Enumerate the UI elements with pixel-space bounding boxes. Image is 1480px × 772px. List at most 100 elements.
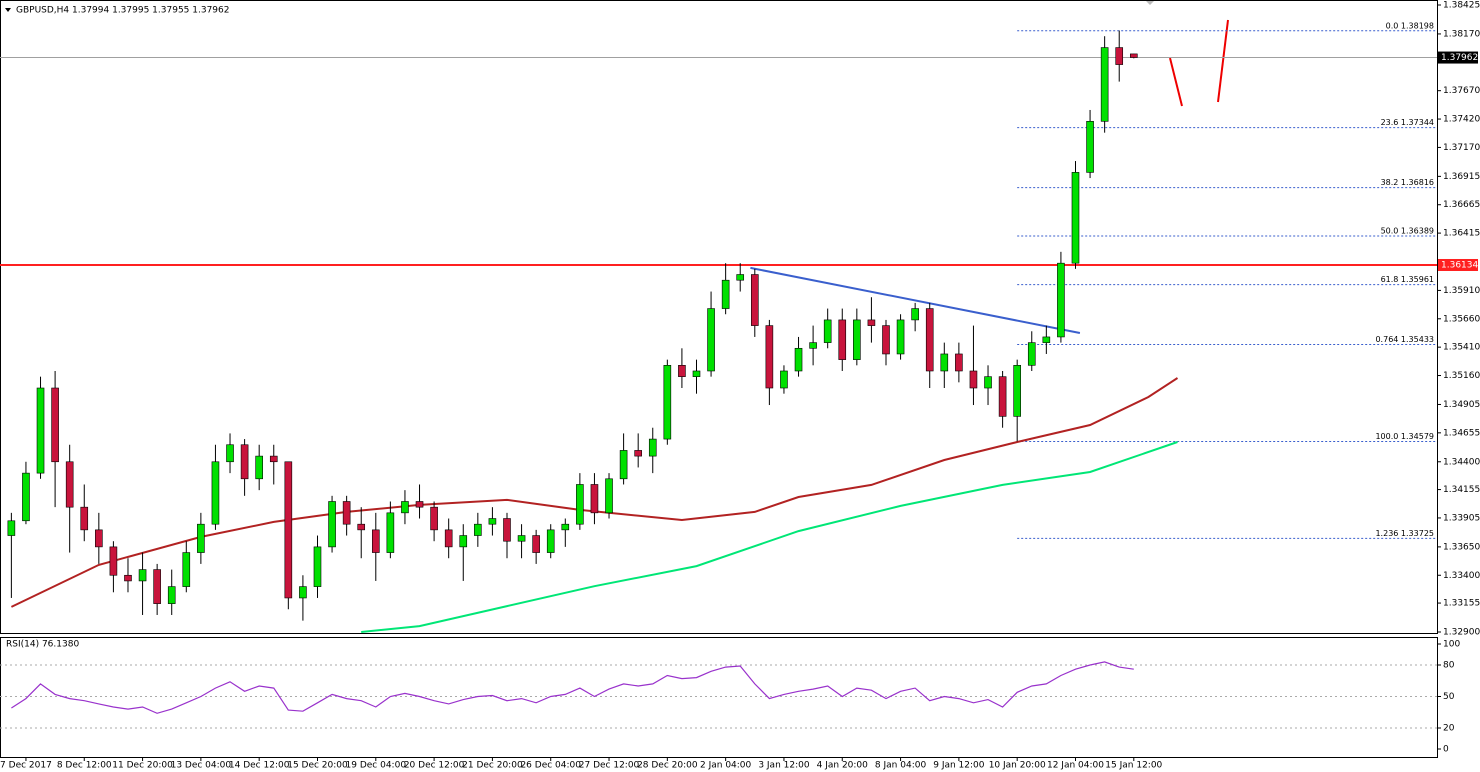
x-tick-label: 21 Dec 20:00: [462, 761, 523, 771]
candle-body: [342, 501, 351, 525]
candle-body: [605, 478, 613, 514]
overlay-line: [10, 377, 1179, 608]
candle-body: [474, 523, 482, 536]
candle-body: [182, 552, 191, 587]
candle-body: [65, 461, 74, 508]
rsi-line: [11, 661, 1134, 714]
candle-body: [721, 279, 730, 309]
y-tick-label: 1.36665: [1443, 200, 1480, 210]
candle-body: [823, 319, 832, 343]
y-tick-label: 1.33400: [1443, 571, 1480, 581]
x-tick-label: 28 Dec 20:00: [637, 761, 698, 771]
candle-body: [299, 586, 307, 599]
candle-body: [153, 569, 161, 604]
candle-body: [167, 586, 176, 604]
candle-body: [750, 274, 759, 326]
candle-body: [459, 535, 468, 548]
current-label: 1.37962: [1441, 53, 1478, 63]
candle-body: [590, 484, 599, 514]
rsi-tick-label: 20: [1443, 724, 1455, 734]
candle-body: [678, 365, 686, 377]
candle-body: [255, 455, 263, 480]
rsi-tick-label: 0: [1443, 745, 1449, 755]
candle-body: [401, 501, 409, 514]
candle-body: [765, 325, 774, 389]
candle-body: [794, 347, 803, 372]
x-tick-label: 20 Dec 12:00: [404, 761, 465, 771]
x-tick-label: 11 Dec 20:00: [112, 761, 173, 771]
candle-body: [925, 308, 934, 372]
y-tick-label: 1.35660: [1443, 314, 1480, 324]
rsi-title: RSI(14) 76.1380: [6, 640, 79, 650]
rsi-tick-label: 100: [1443, 640, 1460, 650]
candle-body: [955, 353, 963, 372]
candle-body: [896, 319, 905, 355]
candle-body: [488, 518, 497, 525]
overlay-line: [750, 266, 1081, 334]
shift-marker: [1146, 1, 1154, 5]
y-tick-label: 1.34155: [1443, 485, 1480, 495]
y-tick-label: 1.37420: [1443, 115, 1480, 125]
candle-body: [430, 506, 438, 531]
candle-body: [269, 455, 278, 463]
candle-body: [561, 523, 570, 531]
y-tick-label: 1.37170: [1443, 143, 1480, 153]
candle-body: [211, 461, 220, 525]
fib-label: 38.2 1.36816: [1381, 178, 1434, 187]
candle-body: [707, 308, 715, 372]
candle-body: [109, 546, 118, 576]
x-tick-label: 14 Dec 12:00: [229, 761, 290, 771]
y-tick-label: 1.33650: [1443, 542, 1480, 552]
candle-body: [619, 450, 628, 480]
candle-body: [1086, 121, 1094, 173]
y-tick-label: 1.35410: [1443, 343, 1480, 353]
y-tick-label: 1.34905: [1443, 400, 1480, 410]
candle-body: [1071, 172, 1080, 264]
candle-body: [780, 370, 788, 389]
candle-body: [663, 365, 672, 440]
candle-body: [36, 387, 45, 474]
fib-label: 50.0 1.36389: [1381, 227, 1434, 236]
candle-body: [736, 274, 745, 281]
candle-body: [853, 319, 861, 360]
y-tick-label: 1.36915: [1443, 172, 1480, 182]
candle-body: [415, 501, 424, 508]
candle-body: [80, 506, 89, 531]
y-tick-label: 1.35910: [1443, 286, 1480, 296]
candle-body: [386, 512, 395, 553]
x-tick-label: 15 Dec 20:00: [287, 761, 348, 771]
candle-body: [1027, 342, 1036, 366]
candle-body: [1115, 47, 1124, 65]
x-tick-label: 12 Jan 04:00: [1047, 761, 1104, 771]
fib-label: 0.764 1.35433: [1375, 335, 1434, 344]
candle-body: [809, 342, 817, 349]
candle-body: [197, 523, 205, 553]
x-tick-label: 10 Jan 20:00: [989, 761, 1046, 771]
x-tick-label: 4 Jan 20:00: [817, 761, 869, 771]
fib-label: 61.8 1.35961: [1381, 275, 1434, 284]
candle-body: [692, 370, 701, 377]
y-tick-label: 1.34400: [1443, 457, 1480, 467]
fib-label: 0.0 1.38198: [1386, 21, 1434, 30]
current-label-bg: [1438, 51, 1478, 64]
x-tick-label: 9 Jan 12:00: [933, 761, 985, 771]
level-label: 1.36134: [1441, 260, 1478, 270]
candle-body: [517, 535, 526, 542]
candle-body: [576, 484, 584, 525]
y-tick-label: 1.33905: [1443, 513, 1480, 523]
rsi-tick-label: 50: [1443, 692, 1455, 702]
drawn-arrow: [1169, 57, 1183, 107]
candle-body: [1042, 336, 1051, 343]
candle-body: [984, 376, 992, 389]
y-tick-label: 1.33155: [1443, 599, 1480, 609]
x-tick-label: 15 Jan 12:00: [1105, 761, 1162, 771]
candle-body: [7, 520, 16, 536]
candle-body: [634, 450, 642, 457]
overlay-line: [361, 441, 1178, 633]
candle-body: [444, 529, 453, 548]
chart-title: GBPUSD,H4 1.37994 1.37995 1.37955 1.3796…: [16, 6, 229, 16]
x-tick-label: 27 Dec 12:00: [579, 761, 640, 771]
y-tick-label: 1.37670: [1443, 86, 1480, 96]
